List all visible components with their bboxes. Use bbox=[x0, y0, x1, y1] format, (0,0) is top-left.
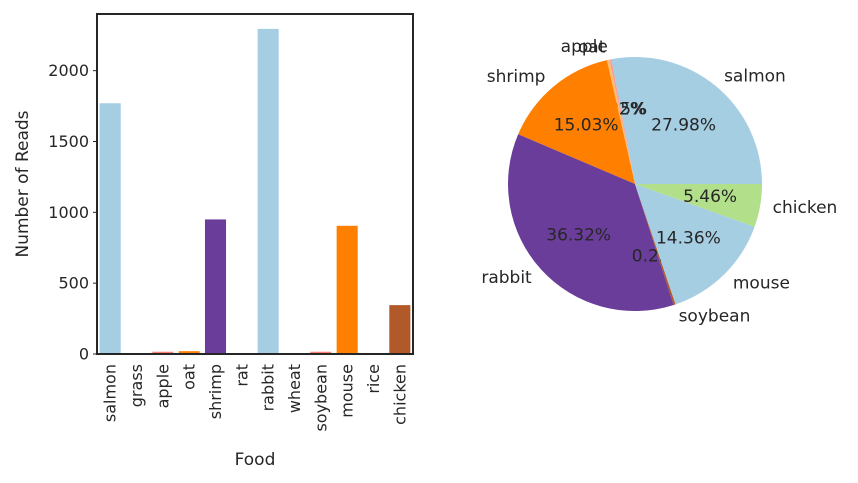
x-tick-label: grass bbox=[127, 364, 146, 407]
bar-chart: salmon grass apple oat shrimp rat rabbit wheat s… bbox=[13, 13, 414, 470]
x-tick-label: chicken bbox=[390, 364, 409, 425]
slice-oat bbox=[606, 59, 635, 184]
slice-salmon bbox=[611, 56, 762, 184]
slice-shrimp bbox=[518, 60, 635, 184]
x-tick-label: salmon bbox=[101, 364, 120, 422]
bar-chicken bbox=[389, 305, 411, 354]
y-tick-label: 1500 bbox=[48, 132, 89, 151]
x-tick-label: mouse bbox=[338, 364, 357, 418]
bar-apple bbox=[152, 351, 174, 354]
slice-chicken bbox=[635, 184, 762, 227]
slice-label-apple: apple bbox=[561, 37, 608, 57]
bar-salmon bbox=[99, 103, 121, 354]
x-tick-label: apple bbox=[153, 364, 172, 408]
x-tick-label: rabbit bbox=[259, 364, 278, 411]
y-tick-label: 0 bbox=[79, 345, 89, 364]
bar-oat bbox=[178, 351, 200, 354]
bar-soybean bbox=[310, 351, 332, 354]
x-axis-label: Food bbox=[235, 450, 276, 470]
y-tick-label: 500 bbox=[58, 274, 89, 293]
slice-soybean bbox=[635, 184, 676, 305]
bar-plot-frame bbox=[96, 13, 414, 355]
slice-pct-chicken: 5.46% bbox=[683, 187, 737, 207]
slice-pct-mouse: 14.36% bbox=[656, 228, 721, 248]
slice-label-oat: oat bbox=[578, 37, 606, 57]
slice-label-rabbit: rabbit bbox=[481, 268, 532, 288]
y-tick-label: 1000 bbox=[48, 203, 89, 222]
x-tick-label: shrimp bbox=[206, 364, 225, 419]
slice-rabbit bbox=[507, 134, 674, 311]
slice-label-shrimp: shrimp bbox=[487, 67, 546, 87]
bar-shrimp bbox=[204, 219, 227, 354]
slice-label-chicken: chicken bbox=[773, 198, 838, 218]
slice-apple bbox=[609, 59, 635, 184]
y-tick-label: 2000 bbox=[48, 61, 89, 80]
x-tick-label: rice bbox=[364, 364, 383, 394]
bar-mouse bbox=[336, 225, 358, 354]
slice-pct-rabbit: 36.32% bbox=[546, 225, 611, 245]
slice-pct-shrimp: 15.03% bbox=[554, 116, 619, 136]
x-tick-label: wheat bbox=[285, 364, 304, 413]
x-tick-label: oat bbox=[180, 364, 199, 390]
y-axis-label: Number of Reads bbox=[13, 110, 33, 257]
x-tick-label: rat bbox=[232, 364, 251, 387]
slice-mouse bbox=[635, 184, 755, 305]
bar-rabbit bbox=[257, 28, 279, 354]
slice-label-salmon: salmon bbox=[724, 66, 786, 86]
x-tick-label: soybean bbox=[311, 364, 330, 432]
slice-label-mouse: mouse bbox=[733, 274, 790, 294]
slice-label-soybean: soybean bbox=[679, 307, 751, 327]
slice-pct-salmon: 27.98% bbox=[651, 115, 716, 135]
pie-chart: salmon27.98%apple0.25%oat0.32%shrimp15.0… bbox=[481, 37, 837, 327]
